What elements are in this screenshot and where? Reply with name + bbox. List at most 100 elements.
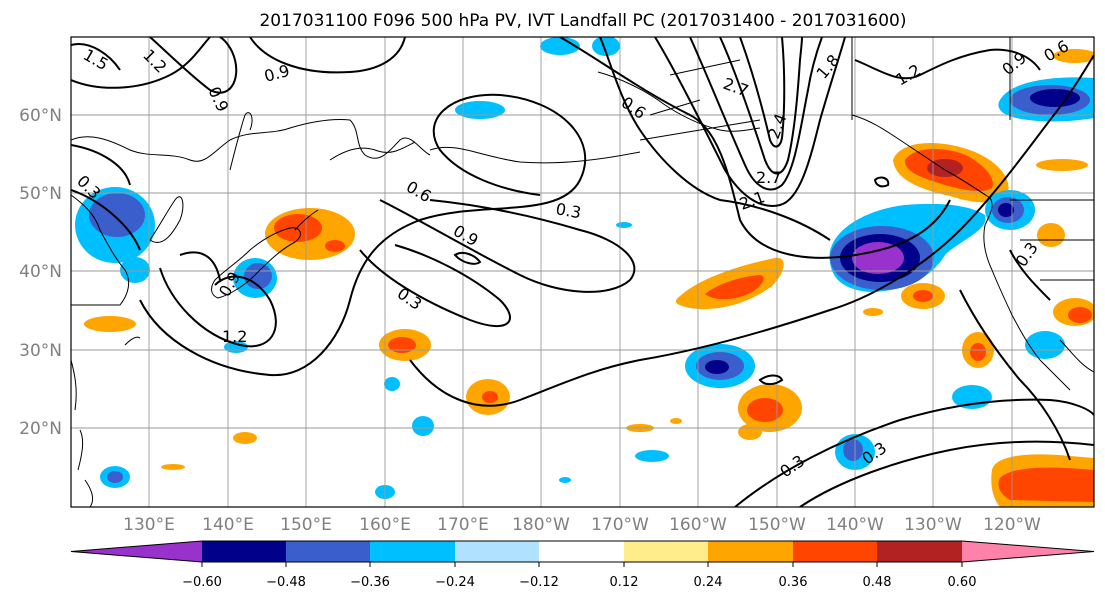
negative-blob (592, 37, 620, 56)
negative-blob (89, 193, 145, 237)
colorbar-segment (202, 541, 286, 562)
contour-label: 2.7 (756, 168, 781, 187)
lon-label: 130°W (904, 515, 962, 535)
pv-contour (179, 251, 221, 281)
colorbar-segment (71, 541, 202, 562)
lat-label: 40°N (19, 262, 62, 282)
pv-contour (71, 43, 121, 71)
pv-contour (159, 267, 277, 348)
lon-label: 140°W (826, 515, 884, 535)
positive-blob (388, 337, 416, 353)
positive-blob (1053, 49, 1094, 63)
contour-label: 1.2 (222, 327, 247, 346)
pv-contour (959, 289, 1071, 461)
pv-contour (71, 37, 211, 89)
colorbar-tick-label: 0.48 (863, 575, 892, 590)
colorbar-tick-label: −0.36 (350, 575, 390, 590)
pv-contour (719, 37, 803, 175)
pv-contour (249, 37, 406, 74)
colorbar-tick-label: 0.24 (694, 575, 723, 590)
pv-contour (799, 440, 1094, 507)
positive-blob (747, 398, 783, 422)
contour-label: 0.3 (554, 199, 582, 222)
positive-blob (1037, 223, 1065, 247)
colorbar-segment (539, 541, 624, 562)
figure-title: 2017031100 F096 500 hPa PV, IVT Landfall… (259, 11, 906, 31)
positive-blob (863, 308, 883, 316)
lon-label: 150°W (748, 515, 806, 535)
lat-label: 30°N (19, 341, 62, 361)
pv-contour (409, 54, 1094, 407)
pv-contour (599, 37, 831, 241)
pv-contour (559, 37, 951, 259)
positive-blob (233, 432, 257, 444)
colorbar: −0.60 −0.48 −0.36 −0.24 −0.12 0.12 0.24 … (70, 540, 1095, 590)
negative-blob (1025, 331, 1065, 359)
lon-label: 140°E (202, 515, 254, 535)
pv-contour (71, 189, 141, 251)
positive-blob (274, 214, 322, 242)
lon-label: 150°E (280, 515, 332, 535)
latitude-labels: 60°N 50°N 40°N 30°N 20°N (19, 106, 62, 439)
colorbar-segments (70, 540, 1095, 567)
lon-label: 170°E (437, 515, 489, 535)
negative-blob (455, 101, 505, 119)
colorbar-segment (708, 541, 793, 562)
pv-contour (453, 252, 482, 265)
negative-blob (998, 203, 1014, 217)
colorbar-segment (962, 541, 1094, 562)
positive-blob (913, 290, 933, 302)
lat-label: 20°N (19, 419, 62, 439)
colorbar-segment (793, 541, 877, 562)
lon-label: 180°W (512, 515, 570, 535)
colorbar-segment (624, 541, 708, 562)
colorbar-ticks: −0.60 −0.48 −0.36 −0.24 −0.12 0.12 0.24 … (182, 575, 976, 590)
colorbar-tick-label: −0.24 (435, 575, 475, 590)
negative-blob (244, 263, 272, 289)
lat-label: 50°N (19, 184, 62, 204)
pv-contour (758, 374, 784, 386)
colorbar-tick-label: −0.48 (266, 575, 306, 590)
colorbar-tick-label: 0.36 (779, 575, 808, 590)
negative-blob (107, 471, 123, 483)
negative-blob (540, 37, 580, 55)
map-panel: 1.5 1.2 0.9 0.9 0.6 2.7 1.8 1.2 0.9 0.3 … (70, 36, 1095, 508)
pv-contour (689, 37, 823, 191)
colorbar-tick-label: −0.60 (182, 575, 222, 590)
positive-blob (161, 464, 185, 470)
colorbar-tick-label: 0.60 (948, 575, 977, 590)
negative-blob (559, 477, 571, 483)
positive-blob (738, 424, 762, 440)
negative-blob (1030, 89, 1080, 107)
positive-blob (325, 240, 345, 252)
lat-label: 60°N (19, 106, 62, 126)
lon-label: 160°W (669, 515, 727, 535)
pv-contour (654, 37, 846, 207)
negative-blob (384, 377, 400, 391)
pv-contour (739, 37, 786, 148)
negative-blob (843, 439, 863, 461)
positive-blob (705, 275, 764, 300)
colorbar-segment (286, 541, 370, 562)
lon-label: 160°E (359, 515, 411, 535)
pv-contour (139, 93, 587, 377)
negative-blob (852, 242, 904, 274)
negative-blob (705, 360, 729, 374)
pv-contour (359, 244, 511, 328)
pv-contour (71, 144, 131, 186)
pv-contour (379, 199, 636, 293)
colorbar-segment (877, 541, 962, 562)
colorbar-segment (370, 541, 455, 562)
longitude-labels: 130°E 140°E 150°E 160°E 170°E 180°W 170°… (123, 515, 1041, 535)
colorbar-segment (455, 541, 539, 562)
positive-blob (998, 467, 1094, 502)
positive-blob (1036, 159, 1088, 171)
pv-contour (1009, 249, 1051, 301)
lon-label: 170°W (591, 515, 649, 535)
shading-layer (75, 37, 1094, 507)
negative-blob (635, 450, 669, 462)
positive-blob (670, 418, 682, 424)
pv-contour (149, 37, 238, 94)
pv-contour (873, 176, 890, 188)
colorbar-tick-label: 0.12 (610, 575, 639, 590)
